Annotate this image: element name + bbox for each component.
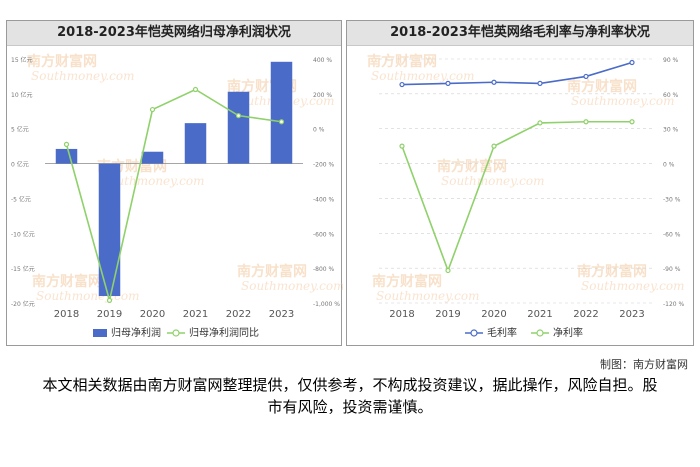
chart-title: 2018-2023年恺英网络归母净利润状况 [7, 21, 341, 46]
y-left-tick-label: 0 亿元 [11, 161, 29, 169]
bar-2021 [184, 123, 207, 164]
y-right-tick-label: -90 % [663, 266, 681, 273]
x-tick-label: 2019 [435, 309, 460, 320]
legend-marker-1 [536, 329, 544, 337]
y-right-tick-label: 30 % [663, 127, 679, 134]
y-right-tick-label: 0 % [313, 127, 325, 134]
watermark-site: Southmoney.com [371, 69, 474, 83]
watermark-site: Southmoney.com [571, 94, 674, 108]
bar-2019 [98, 163, 121, 297]
series-1-point-2020 [491, 143, 497, 149]
x-tick-label: 2023 [619, 309, 644, 320]
series-0-point-2020 [491, 79, 497, 85]
bar-2022 [227, 91, 250, 164]
series-0-point-2021 [537, 80, 543, 87]
x-tick-label: 2023 [269, 309, 294, 320]
y-right-tick-label: 400 % [313, 57, 332, 64]
legend-marker-0 [470, 329, 478, 337]
watermark-site: Southmoney.com [31, 69, 134, 83]
y-right-tick-label: -800 % [313, 266, 335, 273]
yoy-line [65, 88, 282, 301]
x-tick-label: 2020 [140, 309, 165, 320]
x-tick-label: 2021 [183, 309, 208, 320]
bar-2023 [270, 61, 293, 164]
y-right-tick-label: 90 % [663, 57, 679, 64]
series-0-point-2023 [629, 59, 635, 66]
watermark-brand: 南方财富网 [27, 53, 97, 70]
y-left-tick-label: 5 亿元 [11, 126, 29, 134]
series-1-point-2019 [445, 267, 451, 274]
yoy-point-2018 [63, 141, 70, 148]
y-left-tick-label: -5 亿元 [11, 195, 31, 203]
y-right-tick-label: -400 % [313, 196, 335, 203]
net-profit-chart-panel: 2018-2023年恺英网络归母净利润状况 南方财富网 Southmoney.co… [6, 20, 343, 346]
watermark-brand: 南方财富网 [367, 53, 437, 70]
legend-label-0: 毛利率 [487, 326, 517, 339]
y-left-tick-label: -15 亿元 [11, 265, 35, 273]
series-1-point-2018 [399, 143, 405, 149]
watermark-site: Southmoney.com [581, 279, 684, 293]
watermark-site: Southmoney.com [241, 279, 343, 293]
watermark-site: Southmoney.com [101, 174, 204, 188]
margin-chart-panel: 2018-2023年恺英网络毛利率与净利率状况 南方财富网 Southmoney.… [346, 20, 694, 346]
legend-label-1: 净利率 [553, 326, 583, 339]
legend-line-label: 归母净利润同比 [189, 326, 259, 339]
y-right-tick-label: 200 % [313, 92, 332, 99]
series-line-1 [401, 120, 632, 273]
margin-chart: 南方财富网Southmoney.com南方财富网Southmoney.com南方… [367, 53, 685, 339]
watermark-brand: 南方财富网 [237, 263, 307, 280]
series-line-0 [401, 61, 633, 86]
series-1-point-2021 [537, 120, 543, 126]
y-left-tick-label: -20 亿元 [11, 300, 35, 308]
legend-bar-swatch [93, 329, 107, 337]
y-right-tick-label: -60 % [663, 231, 681, 238]
watermark-brand: 南方财富网 [437, 158, 507, 175]
series-1-point-2023 [629, 119, 635, 125]
watermark-site: Southmoney.com [376, 289, 479, 303]
y-right-tick-label: -1,000 % [313, 301, 340, 308]
watermark-brand: 南方财富网 [372, 273, 442, 290]
y-left-tick-label: -10 亿元 [11, 230, 35, 238]
legend-line-marker [172, 329, 180, 337]
y-right-tick-label: -600 % [313, 231, 335, 238]
series-0-point-2022 [583, 73, 589, 80]
y-right-tick-label: -120 % [663, 301, 685, 308]
x-tick-label: 2020 [481, 309, 506, 320]
bar-2018 [55, 148, 78, 164]
x-tick-label: 2018 [54, 309, 79, 320]
bar-2020 [141, 151, 164, 164]
yoy-point-2019 [106, 297, 113, 303]
x-tick-label: 2022 [573, 309, 598, 320]
yoy-point-2021 [192, 86, 199, 93]
x-tick-label: 2021 [527, 309, 552, 320]
watermark-brand: 南方财富网 [577, 263, 647, 280]
watermark-brand: 南方财富网 [567, 78, 637, 95]
series-0-point-2018 [399, 81, 405, 88]
watermark-brand: 南方财富网 [32, 273, 102, 290]
legend-bar-label: 归母净利润 [111, 326, 161, 339]
y-right-tick-label: -200 % [313, 162, 335, 169]
chart-title: 2018-2023年恺英网络毛利率与净利率状况 [347, 21, 693, 46]
disclaimer-text: 本文相关数据由南方财富网整理提供，仅供参考，不构成投资建议，据此操作，风险自担。… [42, 376, 658, 416]
x-tick-label: 2022 [226, 309, 251, 320]
y-left-tick-label: 10 亿元 [11, 91, 33, 99]
yoy-point-2022 [235, 113, 242, 119]
series-0-point-2019 [445, 80, 451, 87]
watermark-site: Southmoney.com [36, 289, 139, 303]
x-tick-label: 2019 [97, 309, 122, 320]
x-tick-label: 2018 [389, 309, 414, 320]
y-left-tick-label: 15 亿元 [11, 56, 33, 64]
series-1-point-2022 [583, 119, 589, 125]
watermark-site: Southmoney.com [441, 174, 544, 188]
y-right-tick-label: 60 % [663, 92, 679, 99]
net-profit-chart: 南方财富网Southmoney.com南方财富网Southmoney.com南方… [11, 53, 343, 339]
chart-credit: 制图：南方财富网 [600, 358, 688, 371]
yoy-point-2020 [149, 106, 156, 113]
yoy-point-2023 [278, 119, 285, 125]
y-right-tick-label: 0 % [663, 162, 675, 169]
y-right-tick-label: -30 % [663, 196, 681, 203]
